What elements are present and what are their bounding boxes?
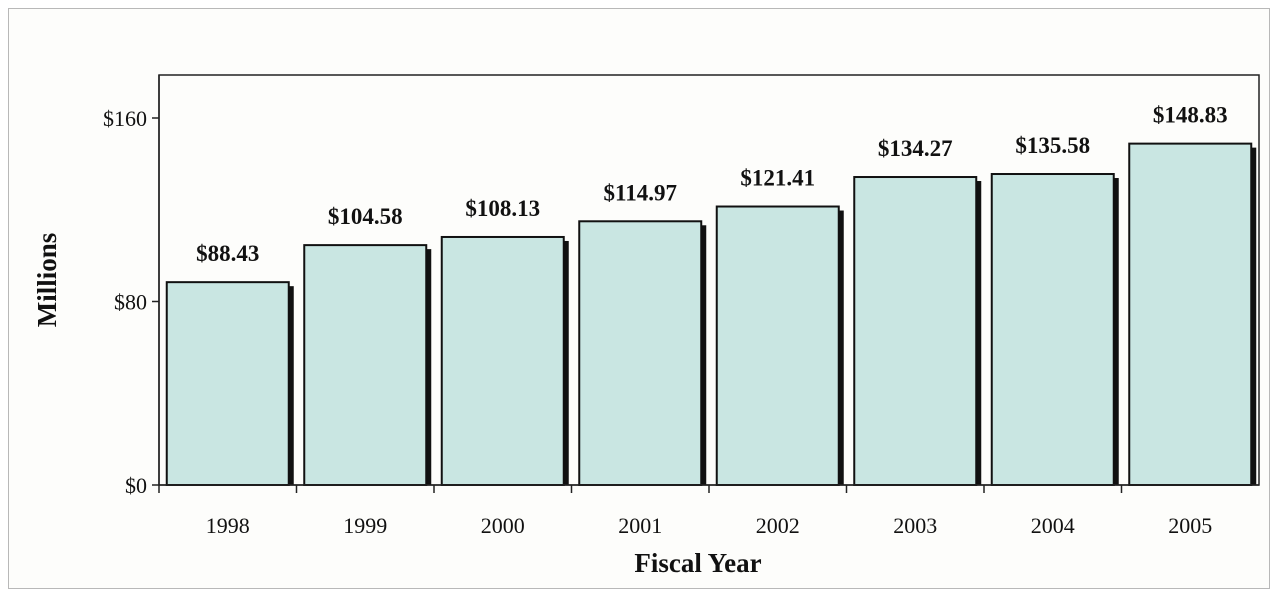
bar-2003 [853, 176, 978, 486]
data-label-2004: $135.58 [1015, 133, 1090, 158]
data-label-2001: $114.97 [604, 180, 677, 205]
data-label-2002: $121.41 [740, 166, 815, 191]
y-axis: $0 $80 $160 [103, 75, 160, 498]
bar-2002 [715, 205, 840, 486]
x-axis-title: Fiscal Year [634, 548, 761, 578]
y-tick-label: $160 [103, 106, 147, 131]
bar-2004 [990, 173, 1115, 487]
data-label-2005: $148.83 [1153, 103, 1228, 128]
bars-layer: $88.43 $104.58 $108.13 $114.97 $121.41 $134.2… [165, 103, 1257, 487]
y-tick-label: $0 [125, 473, 147, 498]
data-label-2000: $108.13 [465, 196, 540, 221]
x-tick-label-1999: 1999 [343, 513, 387, 538]
bar-2005 [1128, 142, 1253, 486]
x-tick-label-2004: 2004 [1031, 513, 1075, 538]
y-axis-title: Millions [32, 233, 62, 328]
bar-2001 [578, 220, 703, 486]
x-tick-label-2003: 2003 [893, 513, 937, 538]
x-tick-label-2005: 2005 [1168, 513, 1212, 538]
data-label-1998: $88.43 [196, 241, 259, 266]
data-label-1999: $104.58 [328, 204, 403, 229]
x-tick-label-1998: 1998 [206, 513, 250, 538]
bar-2000 [440, 235, 565, 486]
data-label-2003: $134.27 [878, 136, 953, 161]
bar-1998 [165, 281, 290, 487]
x-tick-label-2002: 2002 [756, 513, 800, 538]
bar-1999 [303, 244, 428, 486]
y-tick-label: $80 [114, 290, 147, 315]
x-tick-label-2001: 2001 [618, 513, 662, 538]
x-tick-label-2000: 2000 [481, 513, 525, 538]
x-axis: 1998 1999 2000 2001 2002 2003 2004 2005 [158, 484, 1259, 538]
